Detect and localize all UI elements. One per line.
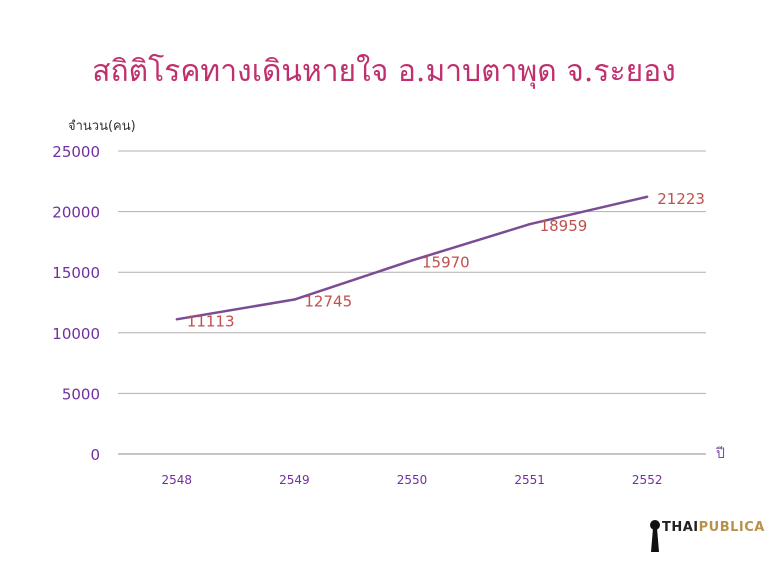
data-label: 12745 bbox=[304, 293, 352, 311]
y-tick-label: 15000 bbox=[52, 264, 100, 282]
data-point bbox=[528, 223, 531, 226]
data-label: 21223 bbox=[657, 190, 705, 208]
thaipublica-logo bbox=[650, 520, 660, 552]
series-line bbox=[176, 195, 648, 321]
y-axis-label: จำนวน(คน) bbox=[68, 119, 136, 134]
data-point bbox=[175, 318, 178, 321]
keyhole-icon bbox=[650, 520, 660, 552]
logo-text-thai: THAI bbox=[662, 520, 699, 535]
thaipublica-wordmark: THAIPUBLICA bbox=[662, 520, 765, 535]
x-tick-label: 2549 bbox=[279, 473, 310, 487]
x-axis-label: ปี bbox=[716, 446, 725, 462]
y-tick-label: 20000 bbox=[52, 204, 100, 222]
data-label: 11113 bbox=[187, 312, 235, 330]
x-tick-label: 2550 bbox=[397, 473, 428, 487]
data-label: 18959 bbox=[540, 217, 588, 235]
y-tick-label: 10000 bbox=[52, 325, 100, 343]
x-tick-label: 2548 bbox=[162, 473, 193, 487]
x-tick-label: 2552 bbox=[632, 473, 663, 487]
data-point bbox=[410, 259, 414, 262]
logo-text-publica: PUBLICA bbox=[698, 520, 765, 535]
chart-title: สถิติโรคทางเดินหายใจ อ.มาบตาพุด จ.ระยอง bbox=[92, 54, 676, 89]
y-tick-label: 25000 bbox=[52, 143, 100, 161]
data-point bbox=[646, 195, 649, 198]
y-tick-label: 0 bbox=[90, 446, 100, 464]
data-label: 15970 bbox=[422, 253, 470, 271]
x-tick-label: 2551 bbox=[514, 473, 545, 487]
y-tick-label: 5000 bbox=[62, 385, 100, 403]
data-point bbox=[293, 298, 296, 301]
